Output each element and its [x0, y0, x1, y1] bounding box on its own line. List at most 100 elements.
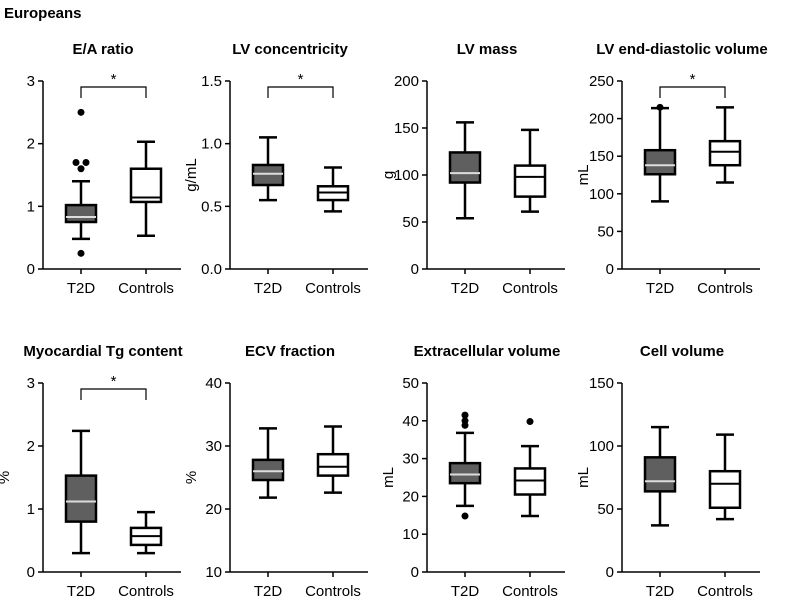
panel-1: E/A ratio 0 1 2 3 T2D Controls * — [27, 41, 181, 297]
iqr-box — [129, 167, 163, 204]
iqr-box — [643, 148, 677, 176]
panel-title: LV mass — [457, 41, 518, 58]
panel-3: LV mass 0 50 100 150 200 g T2D Controls — [380, 41, 565, 297]
y-axis-label: % — [0, 471, 13, 484]
iqr-box — [643, 456, 677, 493]
y-tick-label: 2 — [27, 438, 35, 455]
iqr-box — [316, 452, 350, 477]
iqr-box — [251, 458, 285, 482]
y-tick-label: 1.0 — [201, 136, 222, 153]
x-tick-label: T2D — [451, 280, 480, 297]
outlier-point — [77, 165, 85, 173]
y-tick-label: 250 — [589, 73, 614, 90]
panel-4: LV end-diastolic volume 0 50 100 150 200 250 mL… — [575, 41, 768, 297]
y-tick-label: 200 — [394, 73, 419, 90]
box-controls — [129, 140, 163, 238]
significance-star: * — [111, 71, 117, 88]
outlier-point — [72, 158, 80, 166]
x-tick-label: Controls — [305, 280, 361, 297]
panel-title: E/A ratio — [72, 41, 133, 58]
x-tick-label: T2D — [646, 583, 675, 600]
panel-title: LV concentricity — [232, 41, 348, 58]
outlier-point — [82, 158, 90, 166]
panel-title: ECV fraction — [245, 343, 335, 360]
box-t2d — [643, 103, 677, 203]
y-tick-label: 0 — [606, 564, 614, 581]
y-tick-label: 100 — [589, 186, 614, 203]
y-axis-label: mL — [575, 165, 592, 186]
y-tick-label: 1 — [27, 501, 35, 518]
panel-5: Myocardial Tg content 0 1 2 3% T2D Controls * — [0, 343, 183, 600]
y-tick-label: 1 — [27, 198, 35, 215]
box-controls — [129, 510, 163, 555]
iqr-box — [708, 469, 742, 509]
y-tick-label: 10 — [205, 564, 222, 581]
y-tick-label: 50 — [597, 223, 614, 240]
y-tick-label: 3 — [27, 73, 35, 90]
iqr-box — [513, 164, 547, 198]
x-tick-label: T2D — [646, 280, 675, 297]
significance-star: * — [690, 71, 696, 88]
panel-title: Extracellular volume — [414, 343, 561, 360]
y-tick-label: 2 — [27, 136, 35, 153]
figure-title: Europeans — [4, 5, 82, 22]
y-tick-label: 150 — [589, 375, 614, 392]
y-tick-label: 50 — [402, 375, 419, 392]
panel-2: LV concentricity 0.0 0.5 1.0 1.5 g/mL T2D Contr… — [183, 41, 368, 297]
outlier-point — [461, 411, 469, 419]
box-t2d — [448, 121, 482, 220]
x-tick-label: Controls — [118, 583, 174, 600]
box-t2d — [64, 108, 98, 257]
x-tick-label: T2D — [67, 583, 96, 600]
x-tick-label: Controls — [305, 583, 361, 600]
significance-bracket — [659, 86, 726, 98]
y-tick-label: 40 — [402, 413, 419, 430]
outlier-point — [461, 421, 469, 429]
significance-star: * — [111, 373, 117, 390]
outlier-point — [526, 418, 534, 426]
y-tick-label: 10 — [402, 526, 419, 543]
outlier-point — [461, 512, 469, 520]
x-tick-label: T2D — [254, 280, 283, 297]
panel-7: Extracellular volume 0 10 20 30 40 50 mL T2D Cont… — [380, 343, 565, 600]
iqr-box — [448, 151, 482, 184]
box-controls — [316, 166, 350, 213]
y-tick-label: 100 — [394, 167, 419, 184]
y-tick-label: 200 — [589, 111, 614, 128]
y-tick-label: 20 — [205, 501, 222, 518]
y-tick-label: 0 — [27, 564, 35, 581]
y-tick-label: 50 — [597, 501, 614, 518]
y-tick-label: 150 — [589, 148, 614, 165]
panel-title: Myocardial Tg content — [23, 343, 182, 360]
y-axis-label: mL — [575, 467, 592, 488]
y-tick-label: 100 — [589, 438, 614, 455]
outlier-point — [77, 249, 85, 257]
x-tick-label: T2D — [254, 583, 283, 600]
iqr-box — [64, 474, 98, 523]
y-tick-label: 3 — [27, 375, 35, 392]
y-tick-label: 50 — [402, 214, 419, 231]
outlier-point — [656, 103, 664, 111]
y-axis-label: % — [183, 471, 200, 484]
y-tick-label: 0.0 — [201, 261, 222, 278]
y-tick-label: 0 — [411, 261, 419, 278]
box-t2d — [643, 425, 677, 527]
iqr-box — [64, 203, 98, 224]
box-controls — [513, 128, 547, 213]
y-axis-label: g — [380, 171, 397, 179]
panel-8: Cell volume 0 50 100 150 mL T2D Controls — [575, 343, 760, 600]
x-tick-label: Controls — [502, 583, 558, 600]
box-controls — [316, 425, 350, 494]
x-tick-label: T2D — [67, 280, 96, 297]
y-tick-label: 0 — [27, 261, 35, 278]
iqr-box — [448, 461, 482, 485]
box-t2d — [448, 411, 482, 520]
significance-bracket — [267, 86, 334, 98]
panel-6: ECV fraction 10 20 30 40% T2D Controls — [183, 343, 368, 600]
box-controls — [513, 418, 547, 518]
y-tick-label: 40 — [205, 375, 222, 392]
y-tick-label: 20 — [402, 488, 419, 505]
y-tick-label: 1.5 — [201, 73, 222, 90]
outlier-point — [77, 108, 85, 116]
panel-title: Cell volume — [640, 343, 724, 360]
